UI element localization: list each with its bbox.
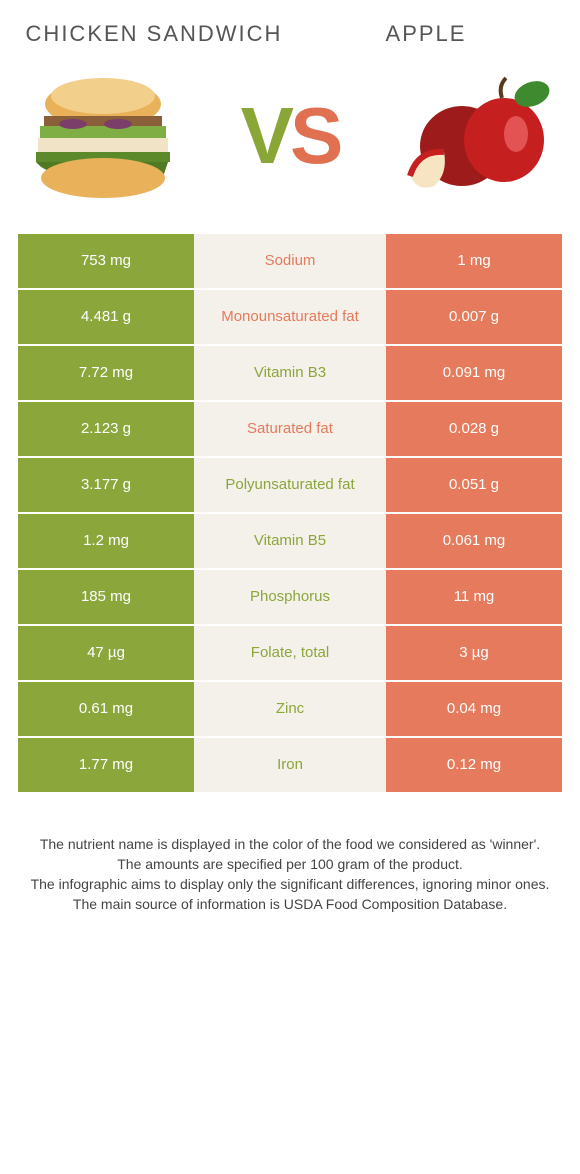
vs-label: VS xyxy=(241,96,340,176)
nutrient-label: Sodium xyxy=(194,234,386,288)
nutrient-label: Vitamin B3 xyxy=(194,346,386,400)
value-right: 1 mg xyxy=(386,234,562,288)
footer-line-3: The infographic aims to display only the… xyxy=(30,874,550,894)
nutrient-row: 2.123 gSaturated fat0.028 g xyxy=(18,402,562,458)
value-right: 11 mg xyxy=(386,570,562,624)
value-right: 3 µg xyxy=(386,626,562,680)
nutrient-label: Iron xyxy=(194,738,386,792)
vs-v: V xyxy=(241,96,290,176)
value-right: 0.061 mg xyxy=(386,514,562,568)
nutrient-row: 753 mgSodium1 mg xyxy=(18,234,562,290)
footer-line-4: The main source of information is USDA F… xyxy=(30,894,550,914)
food-image-right xyxy=(392,66,562,206)
nutrient-row: 0.61 mgZinc0.04 mg xyxy=(18,682,562,738)
title-row: CHICKEN SANDWICH APPLE xyxy=(0,0,580,48)
value-right: 0.051 g xyxy=(386,458,562,512)
nutrient-label: Saturated fat xyxy=(194,402,386,456)
nutrient-label: Zinc xyxy=(194,682,386,736)
hero-row: VS xyxy=(0,48,580,234)
nutrient-row: 3.177 gPolyunsaturated fat0.051 g xyxy=(18,458,562,514)
value-left: 7.72 mg xyxy=(18,346,194,400)
value-left: 2.123 g xyxy=(18,402,194,456)
value-left: 3.177 g xyxy=(18,458,194,512)
value-right: 0.12 mg xyxy=(386,738,562,792)
infographic-container: CHICKEN SANDWICH APPLE VS xyxy=(0,0,580,935)
nutrient-row: 47 µgFolate, total3 µg xyxy=(18,626,562,682)
value-left: 753 mg xyxy=(18,234,194,288)
nutrient-label: Polyunsaturated fat xyxy=(194,458,386,512)
footer-line-1: The nutrient name is displayed in the co… xyxy=(30,834,550,854)
value-right: 0.04 mg xyxy=(386,682,562,736)
value-left: 0.61 mg xyxy=(18,682,194,736)
nutrient-label: Vitamin B5 xyxy=(194,514,386,568)
value-right: 0.091 mg xyxy=(386,346,562,400)
nutrient-row: 4.481 gMonounsaturated fat0.007 g xyxy=(18,290,562,346)
nutrient-row: 1.2 mgVitamin B50.061 mg xyxy=(18,514,562,570)
nutrient-label: Folate, total xyxy=(194,626,386,680)
footer-notes: The nutrient name is displayed in the co… xyxy=(30,834,550,915)
value-left: 47 µg xyxy=(18,626,194,680)
nutrient-label: Phosphorus xyxy=(194,570,386,624)
nutrient-row: 1.77 mgIron0.12 mg xyxy=(18,738,562,794)
food-title-right: APPLE xyxy=(290,20,562,48)
vs-s: S xyxy=(290,96,339,176)
value-left: 185 mg xyxy=(18,570,194,624)
value-right: 0.028 g xyxy=(386,402,562,456)
value-left: 1.2 mg xyxy=(18,514,194,568)
nutrient-label: Monounsaturated fat xyxy=(194,290,386,344)
value-left: 1.77 mg xyxy=(18,738,194,792)
value-right: 0.007 g xyxy=(386,290,562,344)
value-left: 4.481 g xyxy=(18,290,194,344)
food-title-left: CHICKEN SANDWICH xyxy=(18,20,290,48)
nutrient-table: 753 mgSodium1 mg4.481 gMonounsaturated f… xyxy=(18,234,562,794)
footer-line-2: The amounts are specified per 100 gram o… xyxy=(30,854,550,874)
nutrient-row: 7.72 mgVitamin B30.091 mg xyxy=(18,346,562,402)
nutrient-row: 185 mgPhosphorus11 mg xyxy=(18,570,562,626)
food-image-left xyxy=(18,66,188,206)
